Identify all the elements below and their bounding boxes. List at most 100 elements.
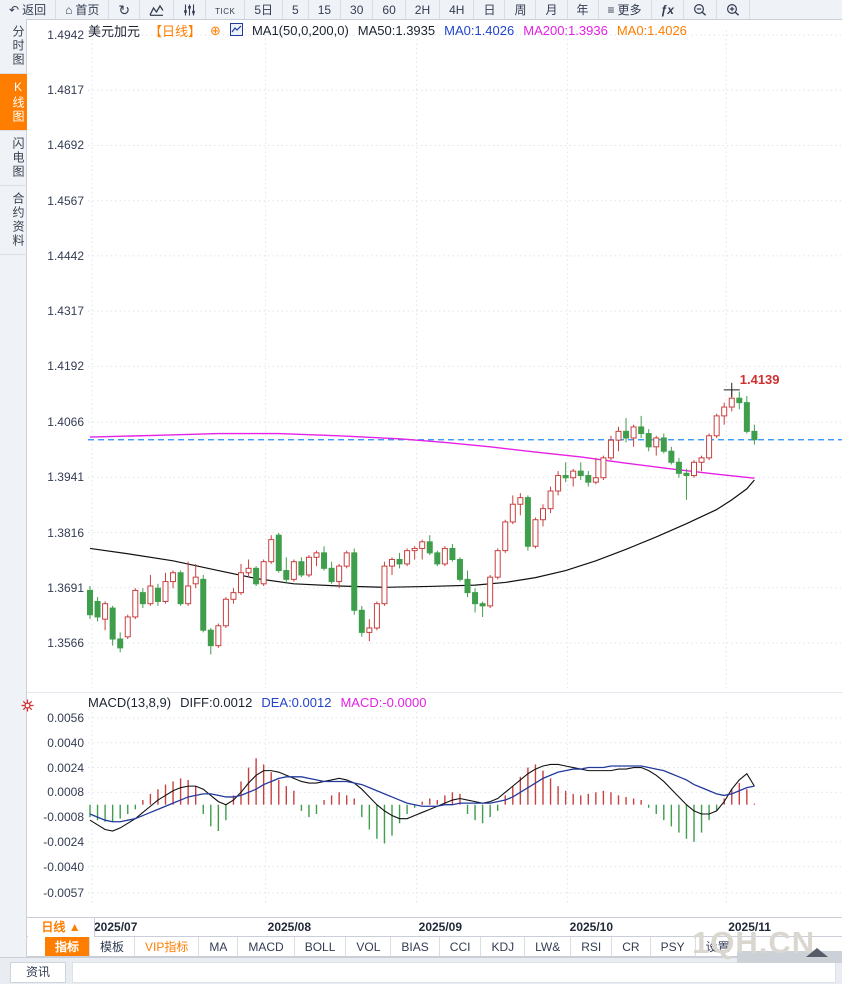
macd-y-tick: -0.0024	[43, 834, 84, 849]
x-axis-month-label: 2025/08	[267, 920, 312, 934]
main-y-tick: 1.4192	[47, 359, 84, 374]
macd-settings-gear-icon[interactable]	[21, 699, 34, 717]
macd-y-tick: 0.0008	[47, 785, 84, 800]
period-30min-button[interactable]: 30	[341, 0, 374, 19]
period-week-button[interactable]: 周	[505, 0, 537, 19]
candles-group	[87, 389, 758, 655]
macd-y-tick: 0.0040	[47, 735, 84, 750]
ma0-blue-value: MA0:1.4026	[444, 23, 515, 38]
sidebar-lightning-chart[interactable]: 闪电图	[0, 131, 27, 186]
indicator-tab-bar: 指标 模板 VIP指标 MA MACD BOLL VOL BIAS CCI KDJ LW& RSI CR…	[27, 937, 842, 957]
tab-MACD[interactable]: MACD	[238, 937, 295, 956]
main-y-tick: 1.3941	[47, 470, 84, 485]
period-label: 【日线】	[149, 24, 202, 39]
period-tick-button[interactable]: tick	[206, 0, 246, 19]
ma50-value: MA50:1.3935	[357, 23, 436, 38]
main-y-tick: 1.4817	[47, 83, 84, 98]
sidebar-kline-chart[interactable]: K线图	[0, 74, 27, 131]
main-y-tick: 1.4317	[47, 304, 84, 319]
macd-y-tick: 0.0024	[47, 760, 84, 775]
more-button[interactable]: ≡ 更多	[599, 0, 652, 19]
ma0-orange-value: MA0:1.4026	[616, 23, 687, 38]
period-selector-button[interactable]: 日线 ▲	[28, 918, 95, 937]
macd-title: MACD(13,8,9)	[88, 695, 172, 710]
x-axis-month-label: 2025/09	[418, 920, 463, 934]
ma200-value: MA200:1.3936	[523, 23, 608, 38]
indicator-settings-button[interactable]	[174, 0, 207, 19]
tab-RSI[interactable]: RSI	[571, 937, 613, 956]
main-y-tick: 1.4066	[47, 415, 84, 430]
macd-hist-value: MACD:-0.0000	[340, 695, 427, 710]
macd-legend: MACD(13,8,9) DIFF:0.0012 DEA:0.0012 MACD…	[88, 695, 426, 710]
main-y-tick: 1.4567	[47, 193, 84, 208]
tab-BOLL[interactable]: BOLL	[295, 937, 347, 956]
peak-price-label: 1.4139	[740, 372, 780, 387]
x-axis-row	[27, 917, 842, 937]
macd-y-tick: -0.0040	[43, 859, 84, 874]
macd-y-tick: -0.0008	[43, 810, 84, 825]
back-button[interactable]: ↶ 返回	[0, 0, 57, 19]
site-watermark: 1QH.CN	[692, 925, 816, 960]
macd-diff-line	[89, 763, 755, 832]
main-y-tick: 1.4942	[47, 28, 84, 42]
tab-BIAS[interactable]: BIAS	[391, 937, 440, 956]
zoom-out-button[interactable]	[684, 0, 717, 19]
refresh-button[interactable]: ↻	[109, 0, 141, 19]
chart-box-icon[interactable]	[229, 22, 243, 39]
sidebar-timeshare-chart[interactable]: 分时图	[0, 19, 27, 74]
main-y-tick: 1.3691	[47, 580, 84, 595]
macd-dea-value: DEA:0.0012	[261, 695, 332, 710]
zoom-in-button[interactable]	[717, 0, 750, 19]
x-axis-month-label: 2025/11	[728, 920, 771, 934]
expand-indicator-icon[interactable]: ⊕	[210, 22, 221, 38]
tab-模板[interactable]: 模板	[90, 937, 136, 956]
home-button[interactable]: ⌂ 首页	[56, 0, 110, 19]
tab-VIP指标[interactable]: VIP指标	[135, 937, 200, 956]
ma50-line	[89, 479, 755, 588]
period-60min-button[interactable]: 60	[373, 0, 406, 19]
period-month-button[interactable]: 月	[536, 0, 568, 19]
macd-diff-value: DIFF:0.0012	[180, 695, 253, 710]
sidebar-contract-info[interactable]: 合约资料	[0, 186, 27, 255]
macd-y-tick: -0.0057	[43, 885, 84, 900]
main-y-tick: 1.4442	[47, 248, 84, 263]
area-chart-button[interactable]	[140, 0, 175, 19]
tab-MA[interactable]: MA	[199, 937, 239, 956]
main-chart-legend: 美元加元 【日线】 ⊕ MA1(50,0,200,0) MA50:1.3935 …	[88, 21, 687, 40]
period-4h-button[interactable]: 4H	[440, 0, 475, 19]
period-15min-button[interactable]: 15	[309, 0, 342, 19]
tab-PSY[interactable]: PSY	[651, 937, 696, 956]
tab-KDJ[interactable]: KDJ	[481, 937, 526, 956]
gridlines	[88, 30, 842, 905]
news-content-strip	[72, 962, 836, 983]
ma200-line	[89, 432, 755, 479]
bottom-bar: 资讯	[0, 957, 842, 984]
period-5day-button[interactable]: 5日	[245, 0, 283, 19]
chart-type-sidebar: 分时图 K线图 闪电图 合约资料	[0, 19, 27, 962]
tab-CCI[interactable]: CCI	[440, 937, 482, 956]
period-day-button[interactable]: 日	[474, 0, 506, 19]
tab-VOL[interactable]: VOL	[346, 937, 392, 956]
tab-CR[interactable]: CR	[612, 937, 651, 956]
main-y-tick: 1.3816	[47, 525, 84, 540]
top-toolbar: ↶ 返回 ⌂ 首页 ↻ tick 5日 5 15 30 60 2H 4H 日周月年 ≡ 更多 ƒx	[0, 0, 842, 20]
news-tab[interactable]: 资讯	[10, 962, 66, 983]
tab-LW&[interactable]: LW&	[525, 937, 572, 956]
tab-指标[interactable]: 指标	[45, 937, 91, 956]
x-axis-month-label: 2025/10	[569, 920, 614, 934]
period-2h-button[interactable]: 2H	[406, 0, 441, 19]
period-5min-button[interactable]: 5	[283, 0, 309, 19]
collapse-triangle-icon[interactable]	[806, 948, 828, 957]
macd-y-tick: 0.0056	[47, 710, 84, 725]
pane-separator	[27, 692, 842, 693]
period-year-button[interactable]: 年	[568, 0, 599, 19]
symbol-name: 美元加元	[88, 24, 141, 39]
macd-dea-line	[89, 765, 755, 823]
main-y-tick: 1.3566	[47, 635, 84, 650]
x-axis-month-label: 2025/07	[94, 920, 138, 934]
tab-设置[interactable]: 设置	[696, 937, 741, 956]
formula-button[interactable]: ƒx	[652, 0, 684, 19]
main-y-tick: 1.4692	[47, 138, 84, 153]
